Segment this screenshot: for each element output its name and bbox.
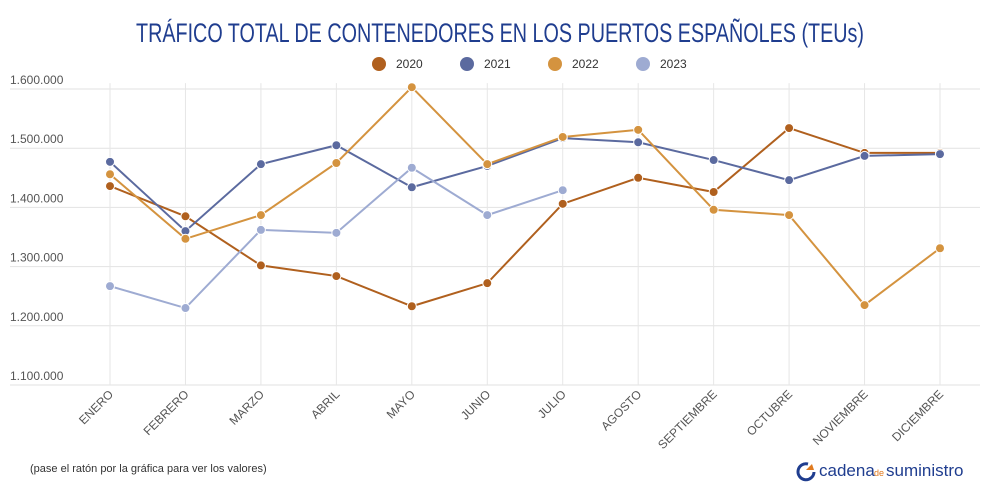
x-tick-label: JULIO [535,387,569,421]
data-point [331,271,342,282]
series-line [109,85,941,307]
brand-word: cadena [819,461,875,480]
x-tick-label: ENERO [76,387,116,427]
series-line [109,126,940,308]
brand-logo: cadena de suministro [796,461,963,482]
data-point [255,159,266,170]
data-point [331,158,342,168]
y-tick-label: 1.200.000 [10,310,64,324]
brand-word: de [874,468,884,478]
y-tick-label: 1.600.000 [10,73,64,87]
series-line [109,137,941,233]
y-tick-label: 1.100.000 [10,369,64,383]
chart-title: TRÁFICO TOTAL DE CONTENEDORES EN LOS PUE… [136,17,864,48]
x-tick-label: MARZO [226,387,267,428]
logo-arrow [806,464,814,470]
x-tick-label: DICIEMBRE [889,387,946,444]
y-tick-label: 1.500.000 [10,132,64,146]
data-point [180,233,191,244]
legend-label: 2023 [660,57,687,71]
data-point [331,227,342,238]
legend-label: 2020 [396,57,423,71]
x-tick-label: AGOSTO [598,387,644,433]
data-point [406,82,417,93]
legend-label: 2021 [484,57,511,71]
x-tick-label: OCTUBRE [744,387,795,438]
logo-arc [796,462,816,482]
data-point [708,204,719,215]
data-point [406,301,417,312]
data-point [482,159,493,170]
data-point [255,260,266,271]
brand-word: suministro [886,461,963,480]
data-point [180,211,191,222]
data-point [557,185,568,196]
footer-note: (pase el ratón por la gráfica para ver l… [30,463,267,475]
data-point [784,210,795,221]
data-point [331,140,342,151]
data-point [784,175,795,186]
data-point [105,181,115,192]
data-point [557,198,568,209]
data-point [105,169,115,180]
data-point [255,224,266,235]
data-point [633,137,644,148]
x-tick-label: JUNIO [458,387,493,422]
data-point [105,156,115,167]
data-point [859,150,870,161]
data-point [180,303,191,314]
data-point [406,162,417,173]
data-point [935,149,945,160]
data-point [708,155,719,166]
data-point [482,278,493,289]
y-tick-label: 1.400.000 [10,191,64,205]
data-point [482,210,493,221]
data-point [633,124,644,135]
x-tick-label: NOVIEMBRE [810,387,871,448]
data-point [859,300,870,311]
data-point [935,243,945,254]
x-tick-label: MAYO [384,387,418,421]
legend-marker [548,57,562,71]
data-point [255,210,266,221]
data-point [708,187,719,198]
x-tick-label: ABRIL [308,387,343,422]
legend-marker [460,57,474,71]
y-tick-label: 1.300.000 [10,251,64,265]
x-tick-label: FEBRERO [141,387,192,438]
legend-marker [636,57,650,71]
legend-marker [372,57,386,71]
data-point [784,123,795,134]
data-point [557,131,568,142]
x-tick-label: SEPTIEMBRE [655,387,720,452]
legend-label: 2022 [572,57,599,71]
data-point [406,182,417,193]
data-point [633,172,644,183]
data-point [105,281,115,292]
